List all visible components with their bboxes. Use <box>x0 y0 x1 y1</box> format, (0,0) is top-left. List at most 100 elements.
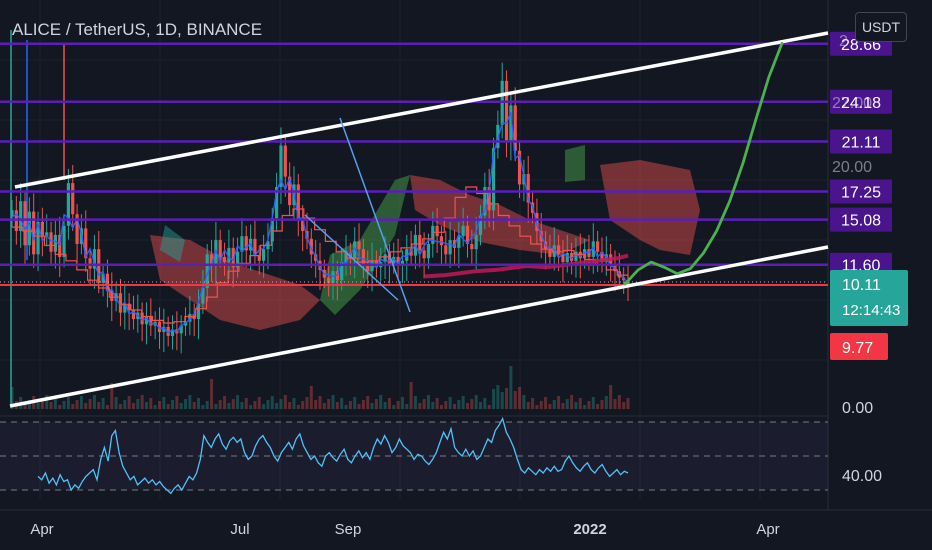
volume-bar <box>522 395 526 409</box>
candle-body <box>58 234 62 257</box>
volume-bar <box>301 401 305 409</box>
volume-bar <box>487 405 491 409</box>
candle-body <box>209 254 214 265</box>
x-tick-label: Apr <box>30 521 53 538</box>
axis-label: 27.00 <box>832 95 872 112</box>
volume-bar <box>279 399 283 409</box>
volume-bar <box>413 396 417 409</box>
volume-bar <box>188 395 192 409</box>
level-badge <box>830 89 892 114</box>
volume-bar <box>84 403 88 409</box>
level-label: 24.18 <box>841 95 881 112</box>
volume-bar <box>418 403 422 409</box>
candle-body <box>361 249 365 265</box>
volume-bar <box>396 401 400 409</box>
volume-bar <box>574 402 578 409</box>
volume-bar <box>318 396 322 409</box>
candle-body <box>262 249 266 261</box>
rsi-line <box>37 416 629 495</box>
candle-body <box>517 150 522 185</box>
volume-bar <box>587 401 591 409</box>
candle-body <box>340 262 344 281</box>
volume-bar <box>470 399 474 409</box>
volume-bar <box>40 399 44 409</box>
volume-bar <box>127 396 131 409</box>
candle-body <box>149 316 153 326</box>
currency-button[interactable]: USDT <box>855 12 907 42</box>
triangle-lower <box>304 214 399 301</box>
volume-bar <box>479 402 483 409</box>
volume-bar <box>201 405 205 409</box>
volume-bar <box>383 402 387 409</box>
candle-body <box>10 210 14 217</box>
volume-bar <box>270 396 274 409</box>
candle-body <box>296 184 300 220</box>
candle-body <box>235 251 240 268</box>
volume-bar <box>483 398 487 409</box>
horizontal-levels: 28.6624.1821.1117.2515.0811.6010.1112:14… <box>0 31 908 360</box>
axis-label: 20.00 <box>832 159 872 176</box>
candle-body <box>23 201 27 246</box>
candle-body <box>444 245 448 255</box>
volume-bar <box>218 400 222 409</box>
volume-bar <box>426 395 430 409</box>
volume-bar <box>496 385 500 409</box>
candle-body <box>387 254 392 264</box>
candle-body <box>144 316 149 325</box>
volume-bar <box>357 404 361 409</box>
volume-bar <box>509 366 513 409</box>
volume-bar <box>448 397 452 409</box>
volume-bar <box>283 395 287 409</box>
volume-bar <box>353 397 357 409</box>
candle-body <box>110 290 114 301</box>
chart-title: ALICE / TetherUS, 1D, BINANCE <box>12 20 263 39</box>
candle-body <box>470 243 474 250</box>
candle-body <box>570 253 574 261</box>
volume-bar <box>570 395 574 409</box>
candle-body <box>19 201 23 232</box>
candle-body <box>448 240 452 255</box>
volume-bar <box>626 398 630 409</box>
volume-bar <box>288 402 292 409</box>
volume-bar <box>58 405 62 409</box>
volume-bar <box>444 401 448 409</box>
candle-body <box>88 258 92 269</box>
candle-body <box>504 80 509 141</box>
rsi-axis-label: 40.00 <box>842 468 882 485</box>
volume-bar <box>331 395 335 409</box>
candle-body <box>392 256 396 264</box>
volume-bar <box>392 405 396 409</box>
candle-body <box>400 260 405 266</box>
candle-body <box>465 225 470 244</box>
volume-bar <box>71 404 75 409</box>
volume-bar <box>583 405 587 409</box>
volume-bar <box>123 400 127 409</box>
candle-body <box>344 253 348 263</box>
candle-body <box>474 234 478 250</box>
candle-body <box>71 183 75 215</box>
volume-axis-label: 0.00 <box>842 400 873 417</box>
volume-bar <box>600 400 604 409</box>
volume-bar <box>75 400 79 409</box>
price-axis: 2 27.00 20.00 0.00 40.00 <box>832 33 882 485</box>
candle-body <box>561 254 565 263</box>
volume-bar <box>88 399 92 409</box>
candle-body <box>283 145 287 177</box>
volume-bar <box>370 403 374 409</box>
volume-bar <box>435 398 439 409</box>
candle-body <box>383 254 387 263</box>
volume-bar <box>539 401 543 409</box>
cloud-segment <box>600 160 700 255</box>
volume-bar <box>596 404 600 409</box>
candle-body <box>157 321 162 333</box>
axis-label: 2 <box>839 33 848 50</box>
volume-bar <box>266 400 270 409</box>
moving-average <box>424 253 629 279</box>
volume-bar <box>548 404 552 409</box>
triangle-upper <box>339 117 411 313</box>
ichimoku-baseline <box>12 186 629 324</box>
channel-lower <box>9 245 829 408</box>
volume-bar <box>92 395 96 409</box>
candle-body <box>201 288 205 304</box>
volume-bar <box>136 399 140 409</box>
